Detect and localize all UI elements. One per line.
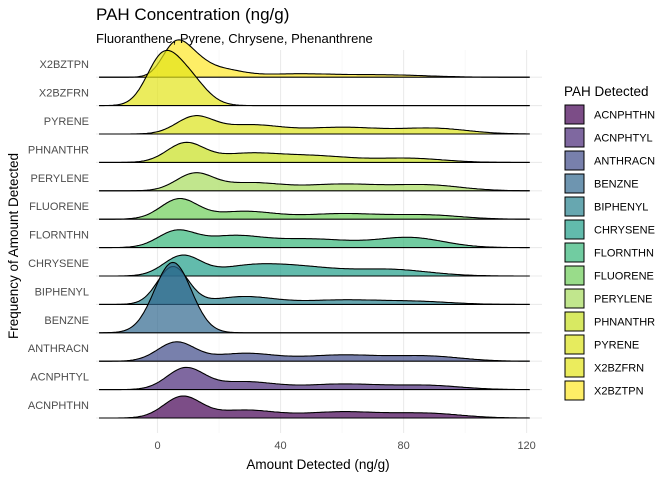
ridge-fluorene <box>99 197 530 220</box>
ridge-anthracn <box>99 341 530 362</box>
y-tick-label: BIPHENYL <box>35 286 89 298</box>
ridge-fill <box>99 172 530 191</box>
legend-label: PYRENE <box>594 340 639 352</box>
y-tick-label: X2BZTPN <box>39 59 89 71</box>
legend-swatch <box>564 173 585 194</box>
ridge-fill <box>99 50 530 106</box>
y-axis-title: Frequency of Amount Detected <box>6 153 21 339</box>
legend-item: BIPHENYL <box>564 196 648 217</box>
ridge-fill <box>99 255 530 276</box>
legend-item: X2BZTPN <box>564 380 644 401</box>
ridge-outline <box>99 141 530 163</box>
ridge-outline <box>99 172 530 192</box>
x-axis-title: Amount Detected (ng/g) <box>246 457 389 472</box>
legend-item: X2BZFRN <box>564 357 644 378</box>
ridge-fill <box>99 142 530 163</box>
legend-label: BENZNE <box>594 179 639 191</box>
legend-item: FLORNTHN <box>564 242 654 263</box>
x-tick-label: 40 <box>274 440 286 452</box>
legend-item: PHNANTHR <box>564 311 655 332</box>
ridges <box>99 39 530 419</box>
ridge-phnanthr <box>99 141 530 163</box>
legend: PAH Detected ACNPHTHN ACNPHTYL ANTHRACN BEN… <box>564 84 655 401</box>
y-tick-label: BENZNE <box>44 315 89 327</box>
legend-swatch <box>564 104 585 125</box>
ridge-flornthn <box>99 229 530 249</box>
legend-swatch <box>564 380 585 401</box>
y-tick-label: FLORNTHN <box>29 230 89 242</box>
ridge-perylene <box>99 172 530 192</box>
legend-label: FLORNTHN <box>594 248 654 260</box>
ridge-acnphthn <box>99 395 530 419</box>
x-tick-label: 0 <box>154 440 160 452</box>
y-tick-label: CHRYSENE <box>28 258 89 270</box>
legend-label: FLUORENE <box>594 271 654 283</box>
ridge-outline <box>99 115 530 135</box>
ridge-fill <box>99 341 530 362</box>
x-tick-labels: 0 40 80 120 <box>154 440 535 452</box>
ridge-acnphtyl <box>99 366 530 391</box>
legend-item: ACNPHTHN <box>564 104 655 125</box>
legend-label: ACNPHTHN <box>594 110 655 122</box>
y-tick-labels: ACNPHTHN ACNPHTYL ANTHRACN BENZNE BIPHENYL CH… <box>28 59 89 412</box>
ridge-outline <box>99 395 530 419</box>
legend-item: BENZNE <box>564 173 639 194</box>
legend-label: ANTHRACN <box>594 156 655 168</box>
y-tick-label: X2BZFRN <box>39 88 89 100</box>
legend-swatch <box>564 311 585 332</box>
legend-swatch <box>564 288 585 309</box>
ridge-benzne <box>99 261 530 334</box>
legend-item: PYRENE <box>564 334 639 355</box>
ridge-fill <box>99 262 530 333</box>
legend-item: FLUORENE <box>564 265 654 286</box>
ridge-fill <box>99 229 530 248</box>
x-tick-label: 80 <box>397 440 409 452</box>
legend-item: ACNPHTYL <box>564 127 653 148</box>
ridge-fill <box>99 198 530 220</box>
y-tick-label: ACNPHTYL <box>30 372 89 384</box>
ridge-outline <box>99 366 530 391</box>
legend-swatch <box>564 150 585 171</box>
legend-item: ANTHRACN <box>564 150 655 171</box>
y-tick-label: ANTHRACN <box>28 343 89 355</box>
legend-title: PAH Detected <box>564 84 649 99</box>
legend-swatch <box>564 242 585 263</box>
ridge-pyrene <box>99 115 530 135</box>
legend-swatch <box>564 357 585 378</box>
chart-subtitle: Fluoranthene, Pyrene, Chrysene, Phenanth… <box>96 31 373 46</box>
legend-item: PERYLENE <box>564 288 653 309</box>
y-tick-label: FLUORENE <box>29 201 89 213</box>
legend-swatch <box>564 334 585 355</box>
legend-swatch <box>564 219 585 240</box>
legend-label: BIPHENYL <box>594 202 648 214</box>
ridge-fill <box>99 367 530 390</box>
legend-swatch <box>564 127 585 148</box>
legend-swatch <box>564 265 585 286</box>
legend-item: CHRYSENE <box>564 219 655 240</box>
ridge-outline <box>99 197 530 220</box>
ridge-outline <box>99 341 530 362</box>
ridge-outline <box>99 254 530 277</box>
y-tick-label: ACNPHTHN <box>28 400 89 412</box>
legend-label: ACNPHTYL <box>594 133 653 145</box>
y-tick-label: PHNANTHR <box>28 144 89 156</box>
legend-label: PHNANTHR <box>594 317 655 329</box>
ridge-x2bzfrn <box>99 49 530 107</box>
x-tick-label: 120 <box>517 440 535 452</box>
y-tick-label: PYRENE <box>44 116 89 128</box>
ridge-fill <box>99 115 530 134</box>
ridge-fill <box>99 39 530 78</box>
chart-title: PAH Concentration (ng/g) <box>96 5 289 24</box>
legend-label: X2BZFRN <box>594 363 644 375</box>
y-tick-label: PERYLENE <box>31 173 90 185</box>
ridge-outline <box>99 229 530 249</box>
legend-label: PERYLENE <box>594 294 653 306</box>
legend-swatch <box>564 196 585 217</box>
legend-label: X2BZTPN <box>594 386 644 398</box>
legend-label: CHRYSENE <box>594 225 655 237</box>
ridge-fill <box>99 396 530 418</box>
